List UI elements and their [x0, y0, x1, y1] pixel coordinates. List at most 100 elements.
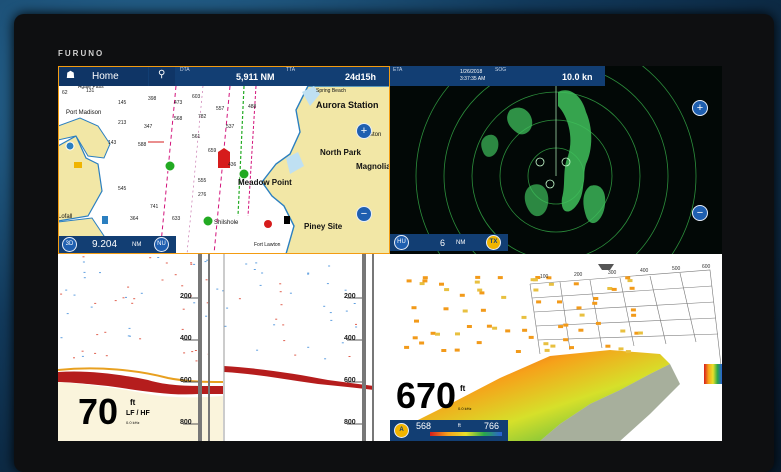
radar-echo-land: [583, 185, 606, 224]
fish-echo: [543, 342, 549, 346]
noise-dot: [182, 308, 185, 310]
noise-dot: [122, 297, 125, 299]
noise-dot: [190, 263, 193, 265]
grid-label: 500: [672, 266, 681, 272]
fish-echo: [462, 309, 468, 313]
noise-dot: [96, 334, 99, 336]
grid-label: 100: [540, 274, 549, 280]
fish-echo: [548, 282, 554, 286]
fish-echo: [625, 350, 631, 354]
sounding-label: 131: [86, 88, 95, 94]
chart-range-value: 9.204: [92, 239, 118, 250]
place-label: Piney Site: [304, 222, 343, 231]
chart-pane[interactable]: 62 131 145 398 473 603 557 488 213 347 568 782 537 14…: [58, 66, 390, 254]
sounding-label: 276: [198, 192, 207, 198]
noise-dot: [133, 298, 136, 300]
noise-dot: [99, 272, 101, 274]
fish-echo: [630, 308, 636, 312]
grid-label: 400: [640, 268, 649, 274]
bottom-echo-hf: [224, 366, 374, 390]
location-button[interactable]: ⚲: [149, 66, 175, 86]
own-ship-icon[interactable]: [218, 148, 230, 168]
place-label: Port Madison: [66, 110, 102, 116]
color-legend-side: [704, 364, 722, 384]
fish-finder-pane[interactable]: 200 400 600 800 200 400 600 800 70 ft LF…: [58, 254, 390, 441]
seabed-terrain: [400, 350, 670, 441]
radar-zoom-in-button[interactable]: +: [692, 100, 708, 116]
place-label: Aurora Station: [316, 100, 379, 110]
sounding-label: 545: [118, 186, 127, 192]
noise-dot: [323, 305, 326, 307]
zoom-out-button[interactable]: −: [356, 206, 372, 222]
fish-echo: [430, 331, 436, 335]
sounding-label: 555: [198, 178, 207, 184]
marker-icon[interactable]: [65, 141, 75, 151]
target-icon[interactable]: [545, 179, 555, 189]
waypoint-icon[interactable]: [164, 160, 176, 172]
radar-zoom-out-button[interactable]: −: [692, 205, 708, 221]
fish-echo: [479, 291, 485, 295]
sounding-label: 364: [130, 216, 139, 222]
noise-dot: [353, 303, 356, 304]
noise-dot: [355, 323, 357, 325]
sounding-label: 633: [172, 216, 181, 222]
waypoint-icon[interactable]: [238, 168, 250, 180]
noise-dot: [256, 349, 259, 351]
sounding-label: 568: [174, 116, 183, 122]
home-button[interactable]: ☗ Home: [58, 66, 148, 86]
three-d-depth-value: 670: [396, 375, 457, 416]
place-label: North Park: [320, 148, 361, 157]
auto-button[interactable]: A: [394, 423, 409, 438]
fish-echo: [414, 319, 419, 323]
echo-noise: [60, 256, 358, 362]
radar-pane[interactable]: ETA 1/26/2018 3:37:35 AM SOG 10.0 kn + −…: [390, 66, 722, 254]
three-d-sonar-pane[interactable]: 100 200 300 400 500 600 670 ft 0.0 kHz A 568 …: [390, 254, 722, 441]
fish-echo: [492, 326, 498, 330]
fish-echo: [569, 346, 574, 350]
home-icon: ☗: [66, 70, 75, 81]
chart-range-unit: NM: [132, 242, 142, 248]
noise-dot: [255, 262, 258, 264]
fish-echo: [563, 323, 569, 327]
sounding-label: 213: [118, 120, 127, 126]
noise-dot: [245, 263, 248, 265]
fish-echo: [573, 282, 579, 286]
north-up-button[interactable]: NU: [154, 237, 169, 252]
mode-3d-button[interactable]: 3D: [62, 237, 77, 252]
noise-dot: [224, 325, 227, 327]
fish-echo: [466, 325, 472, 328]
fish-echo: [406, 279, 412, 283]
lane-center: [186, 85, 204, 254]
fish-echo: [486, 324, 492, 328]
zoom-in-button[interactable]: +: [356, 123, 372, 139]
sounding-label: 398: [148, 96, 157, 102]
boat-icon: [598, 264, 614, 270]
heading-up-button[interactable]: HU: [394, 235, 409, 250]
sounding-label: 561: [192, 134, 201, 140]
target-icon[interactable]: [535, 157, 545, 167]
three-d-view[interactable]: [390, 254, 722, 441]
transmit-button[interactable]: TX: [486, 235, 501, 250]
place-label: Shilshole: [214, 220, 239, 226]
sounding-label: 659: [208, 148, 217, 154]
shoal-east: [302, 86, 320, 106]
waypoint-icon[interactable]: [202, 215, 214, 227]
radar-display[interactable]: [390, 66, 722, 254]
sounding-label: 347: [144, 124, 153, 130]
target-icon[interactable]: [561, 157, 571, 167]
range-ring: [415, 66, 697, 254]
noise-dot: [280, 304, 283, 306]
fish-echo: [631, 313, 637, 317]
fish-echo: [455, 332, 460, 336]
noise-dot: [191, 351, 194, 353]
noise-dot: [81, 350, 84, 352]
noise-dot: [222, 290, 225, 292]
echogram[interactable]: [58, 254, 390, 441]
noise-dot: [65, 289, 68, 291]
fish-echo: [634, 331, 640, 335]
fish-echo: [579, 313, 585, 317]
fish-echo: [637, 331, 643, 335]
dta-label: DTA: [180, 67, 190, 73]
noise-dot: [330, 319, 333, 321]
place-label: Agate Pass: [78, 84, 104, 90]
